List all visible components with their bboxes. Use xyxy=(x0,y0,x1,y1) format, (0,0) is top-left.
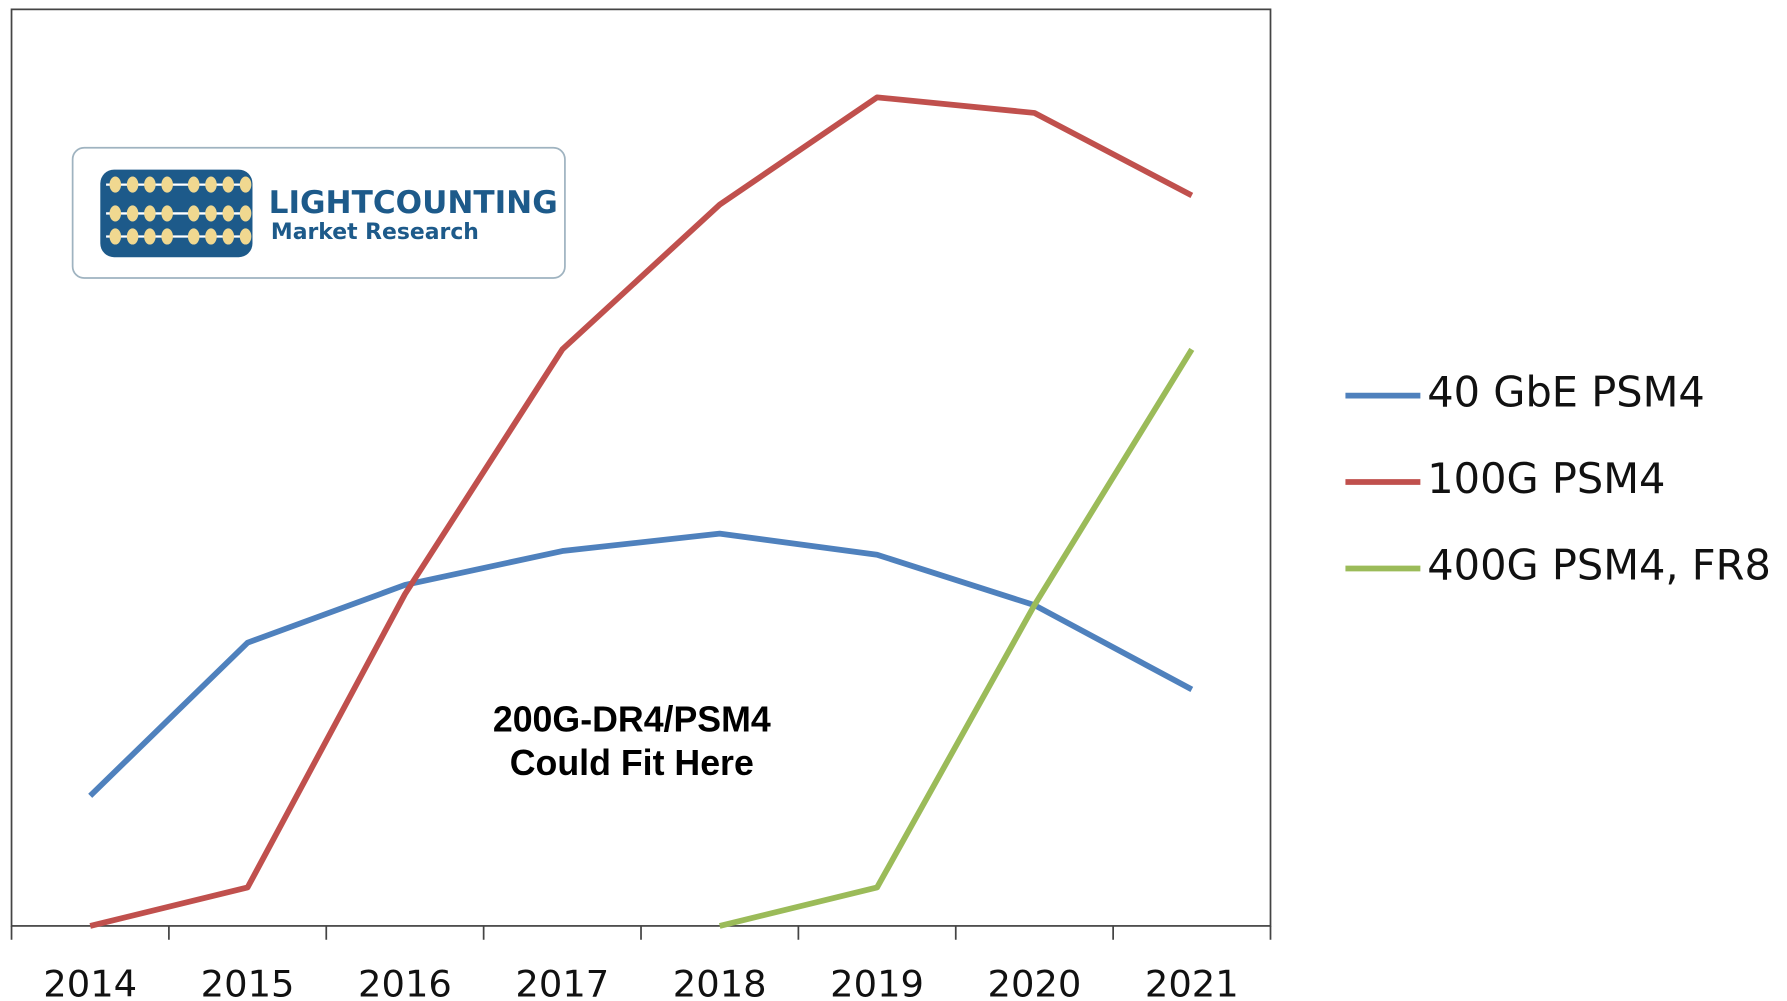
bead xyxy=(144,176,156,193)
bead xyxy=(222,228,235,245)
x-tick-label: 2015 xyxy=(201,962,295,1001)
bead xyxy=(187,228,200,245)
series-line xyxy=(88,530,1194,798)
x-tick-label: 2021 xyxy=(1145,962,1239,1001)
legend-label: 40 GbE PSM4 xyxy=(1427,368,1705,417)
series-line xyxy=(89,94,1194,929)
bead xyxy=(187,176,200,193)
bead xyxy=(239,176,252,193)
legend-label: 400G PSM4, FR8 xyxy=(1427,541,1771,590)
series-line xyxy=(719,347,1195,929)
x-tick-label: 2018 xyxy=(673,962,767,1001)
bead xyxy=(239,205,252,222)
bead xyxy=(222,176,235,193)
bead xyxy=(144,228,156,245)
bead xyxy=(239,228,252,245)
x-tick-label: 2017 xyxy=(515,962,609,1001)
logo: LIGHTCOUNTING Market Research xyxy=(71,146,566,279)
legend-label: 100G PSM4 xyxy=(1427,454,1665,503)
bead xyxy=(126,228,139,245)
bead xyxy=(161,228,173,245)
bead xyxy=(144,205,156,222)
bead xyxy=(109,205,122,222)
annotation: Could Fit Here xyxy=(510,743,754,783)
bead xyxy=(205,205,217,222)
bead xyxy=(126,205,139,222)
bead xyxy=(222,205,235,222)
bead xyxy=(161,205,173,222)
bead xyxy=(205,228,217,245)
bead xyxy=(109,228,122,245)
logo-name: LIGHTCOUNTING xyxy=(269,185,558,221)
x-tick-label: 2019 xyxy=(830,962,924,1001)
bead xyxy=(126,176,139,193)
annotation: 200G-DR4/PSM4 xyxy=(493,699,771,739)
bead xyxy=(109,176,122,193)
x-tick-label: 2014 xyxy=(43,962,137,1001)
bead xyxy=(205,176,217,193)
bead xyxy=(187,205,200,222)
bead xyxy=(161,176,173,193)
logo-beads xyxy=(106,176,252,245)
x-tick-label: 2020 xyxy=(988,962,1082,1001)
x-tick-label: 2016 xyxy=(358,962,452,1001)
logo-tagline: Market Research xyxy=(271,220,479,245)
